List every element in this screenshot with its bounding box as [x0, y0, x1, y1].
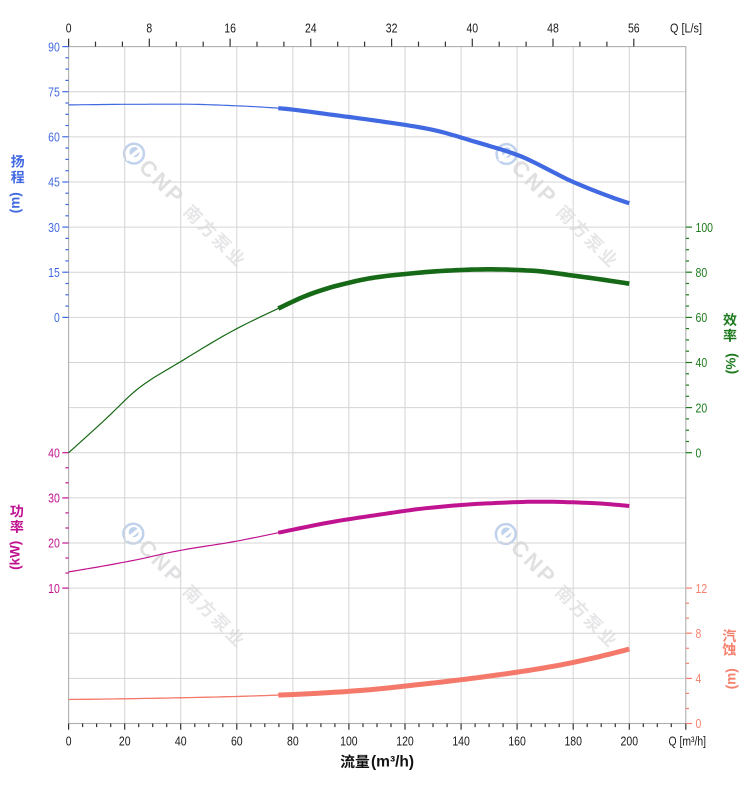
svg-text:60: 60	[231, 735, 243, 749]
svg-text:120: 120	[396, 735, 414, 749]
svg-text:15: 15	[48, 266, 60, 280]
svg-text:32: 32	[386, 21, 398, 35]
svg-text:56: 56	[628, 21, 640, 35]
svg-text:0: 0	[66, 735, 72, 749]
svg-text:40: 40	[48, 446, 60, 460]
svg-text:0: 0	[66, 21, 72, 35]
svg-text:45: 45	[48, 176, 60, 190]
svg-text:90: 90	[48, 40, 60, 54]
svg-text:160: 160	[508, 735, 526, 749]
svg-text:16: 16	[224, 21, 236, 35]
svg-text:(m³/h): (m³/h)	[371, 754, 414, 771]
svg-text:180: 180	[564, 735, 582, 749]
svg-text:80: 80	[287, 735, 299, 749]
svg-text:10: 10	[48, 582, 60, 596]
svg-text:0: 0	[54, 311, 60, 325]
svg-text:30: 30	[48, 221, 60, 235]
svg-text:(kW): (kW)	[8, 541, 23, 570]
svg-text:(%): (%)	[724, 353, 739, 374]
svg-text:140: 140	[452, 735, 470, 749]
svg-text:48: 48	[547, 21, 559, 35]
svg-text:Q [L/s]: Q [L/s]	[670, 21, 702, 35]
svg-text:200: 200	[621, 735, 639, 749]
svg-text:75: 75	[48, 85, 60, 99]
svg-text:24: 24	[305, 21, 317, 35]
svg-text:30: 30	[48, 492, 60, 506]
svg-text:20: 20	[696, 401, 708, 415]
svg-text:(m): (m)	[7, 192, 22, 213]
svg-text:12: 12	[696, 582, 708, 596]
svg-text:0: 0	[696, 717, 702, 731]
svg-text:20: 20	[48, 537, 60, 551]
svg-text:100: 100	[696, 221, 714, 235]
svg-text:60: 60	[696, 311, 708, 325]
svg-text:8: 8	[696, 627, 702, 641]
svg-text:100: 100	[340, 735, 358, 749]
svg-text:80: 80	[696, 266, 708, 280]
svg-text:4: 4	[696, 672, 702, 686]
svg-text:40: 40	[696, 356, 708, 370]
svg-text:40: 40	[466, 21, 478, 35]
svg-text:8: 8	[146, 21, 152, 35]
svg-text:Q [m³/h]: Q [m³/h]	[669, 735, 707, 749]
svg-text:40: 40	[175, 735, 187, 749]
svg-text:(m): (m)	[724, 668, 739, 689]
svg-text:20: 20	[119, 735, 131, 749]
svg-text:60: 60	[48, 131, 60, 145]
svg-text:0: 0	[696, 446, 702, 460]
